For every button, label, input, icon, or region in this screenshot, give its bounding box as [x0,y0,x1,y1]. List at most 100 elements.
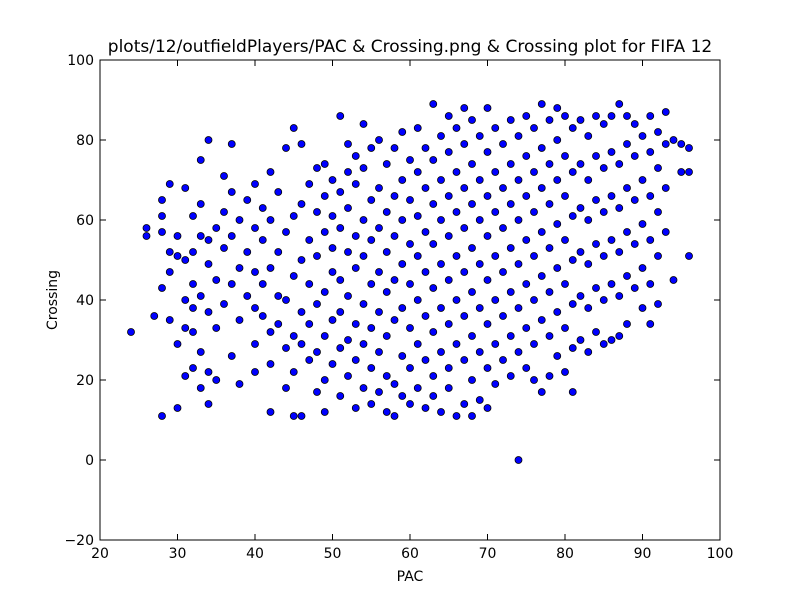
data-point [461,105,468,112]
data-point [445,277,452,284]
data-point [430,393,437,400]
data-point [368,145,375,152]
data-point [476,177,483,184]
data-point [662,141,669,148]
data-point [182,297,189,304]
data-point [538,229,545,236]
data-point [624,185,631,192]
data-point [655,253,662,260]
data-point [500,313,507,320]
data-point [306,237,313,244]
data-point [345,205,352,212]
data-point [368,281,375,288]
data-point [500,185,507,192]
data-point [577,205,584,212]
data-point [290,369,297,376]
data-point [182,373,189,380]
data-point [290,333,297,340]
y-tick-label: 60 [76,213,94,229]
data-point [267,265,274,272]
data-point [461,357,468,364]
data-point [345,141,352,148]
data-point [631,197,638,204]
data-point [577,293,584,300]
data-point [438,349,445,356]
data-point [321,333,328,340]
data-point [352,233,359,240]
data-point [639,265,646,272]
data-point [337,225,344,232]
data-point [608,281,615,288]
x-tick-label: 30 [169,546,187,562]
data-point [554,309,561,316]
data-point [414,213,421,220]
data-point [337,345,344,352]
data-point [159,229,166,236]
data-point [678,141,685,148]
data-point [407,325,414,332]
data-point [383,373,390,380]
data-point [228,141,235,148]
data-point [538,389,545,396]
data-point [205,309,212,316]
data-point [562,237,569,244]
data-point [290,413,297,420]
data-point [515,217,522,224]
data-point [298,201,305,208]
data-point [538,273,545,280]
data-point [469,413,476,420]
data-point [670,277,677,284]
data-point [616,249,623,256]
data-point [469,377,476,384]
data-point [515,177,522,184]
data-point [391,381,398,388]
data-point [352,321,359,328]
data-point [430,329,437,336]
data-point [221,301,228,308]
data-point [453,209,460,216]
data-point [593,241,600,248]
data-point [236,265,243,272]
data-point [329,245,336,252]
data-point [523,365,530,372]
data-point [166,249,173,256]
data-point [190,365,197,372]
data-point [655,129,662,136]
y-tick-label: 0 [85,453,94,469]
data-point [298,341,305,348]
data-point [523,237,530,244]
data-point [546,245,553,252]
data-point [321,161,328,168]
data-point [376,137,383,144]
data-point [399,305,406,312]
data-point [252,269,259,276]
data-point [515,305,522,312]
data-point [190,281,197,288]
data-point [360,253,367,260]
data-point [492,341,499,348]
data-point [314,165,321,172]
data-point [422,229,429,236]
data-point [600,209,607,216]
data-point [329,213,336,220]
data-point [430,241,437,248]
data-point [531,125,538,132]
data-point [259,281,266,288]
data-point [639,221,646,228]
data-point [267,217,274,224]
data-point [600,165,607,172]
data-point [407,401,414,408]
data-point [267,169,274,176]
data-point [352,181,359,188]
data-point [197,293,204,300]
data-point [383,161,390,168]
data-point [267,361,274,368]
data-point [577,117,584,124]
data-point [345,249,352,256]
x-tick-label: 40 [246,546,264,562]
data-point [538,317,545,324]
data-point [259,313,266,320]
data-point [391,277,398,284]
data-point [337,309,344,316]
